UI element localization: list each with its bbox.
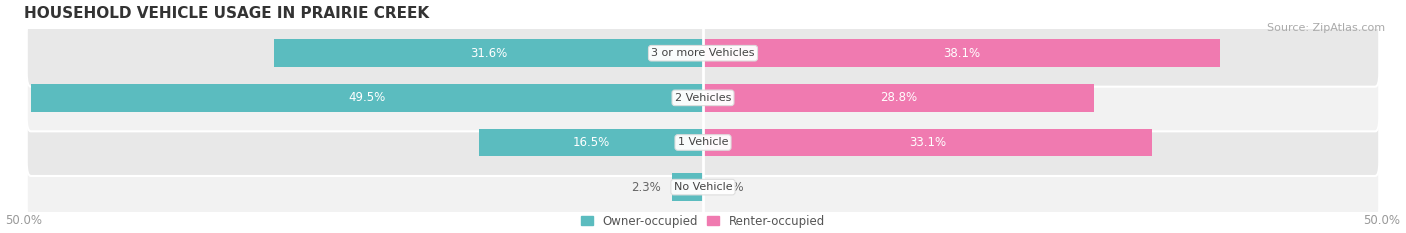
Text: 49.5%: 49.5%: [349, 91, 385, 104]
FancyBboxPatch shape: [27, 20, 1379, 87]
Text: 2.3%: 2.3%: [631, 181, 661, 194]
Bar: [703, 129, 1153, 156]
Text: HOUSEHOLD VEHICLE USAGE IN PRAIRIE CREEK: HOUSEHOLD VEHICLE USAGE IN PRAIRIE CREEK: [24, 6, 429, 21]
Text: 16.5%: 16.5%: [572, 136, 610, 149]
FancyBboxPatch shape: [27, 64, 1379, 131]
FancyBboxPatch shape: [27, 109, 1379, 176]
Text: 3 or more Vehicles: 3 or more Vehicles: [651, 48, 755, 58]
FancyBboxPatch shape: [27, 154, 1379, 221]
Text: 31.6%: 31.6%: [470, 47, 508, 60]
Bar: [274, 39, 703, 67]
Text: 28.8%: 28.8%: [880, 91, 917, 104]
Text: 33.1%: 33.1%: [910, 136, 946, 149]
Bar: [479, 129, 703, 156]
Text: 1 Vehicle: 1 Vehicle: [678, 137, 728, 147]
Text: Source: ZipAtlas.com: Source: ZipAtlas.com: [1267, 23, 1385, 33]
Text: 38.1%: 38.1%: [943, 47, 980, 60]
Text: No Vehicle: No Vehicle: [673, 182, 733, 192]
Bar: [672, 173, 703, 201]
Legend: Owner-occupied, Renter-occupied: Owner-occupied, Renter-occupied: [581, 215, 825, 228]
Text: 0.0%: 0.0%: [714, 181, 744, 194]
Text: 2 Vehicles: 2 Vehicles: [675, 93, 731, 103]
Bar: [703, 39, 1220, 67]
Bar: [31, 84, 703, 112]
Bar: [703, 84, 1094, 112]
